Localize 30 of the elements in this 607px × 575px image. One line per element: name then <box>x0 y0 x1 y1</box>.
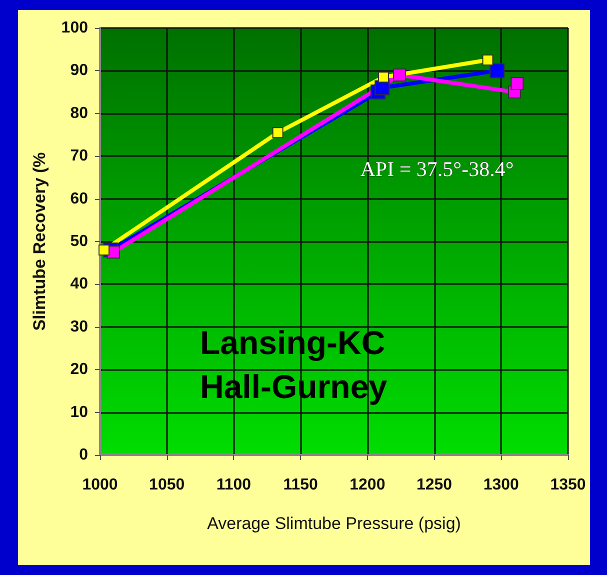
x-tick-label: 1100 <box>216 476 252 494</box>
annotation: API = 37.5°-38.4° <box>360 156 514 181</box>
y-tick-label: 20 <box>70 361 88 378</box>
y-tick-label: 90 <box>70 62 88 80</box>
point <box>98 244 110 256</box>
x-tick-label: 1300 <box>483 476 520 494</box>
y-axis-title: Slimtube Recovery (% <box>30 152 49 331</box>
y-tick-label: 40 <box>70 276 88 293</box>
y-tick-label: 60 <box>70 190 88 208</box>
y-tick-label: 100 <box>61 20 88 36</box>
x-tick-label: 1350 <box>550 476 586 494</box>
x-tick-label: 1250 <box>416 476 452 494</box>
y-tick-label: 70 <box>70 148 88 165</box>
point <box>374 80 390 96</box>
x-tick-label: 1050 <box>149 476 185 494</box>
x-tick-label: 1200 <box>350 476 386 494</box>
x-tick-label: 1000 <box>82 476 118 494</box>
point <box>490 63 505 78</box>
y-tick-label: 50 <box>70 233 88 250</box>
point <box>482 54 494 66</box>
point <box>393 68 406 82</box>
point <box>510 77 524 90</box>
y-tick-label: 10 <box>70 404 88 421</box>
y-tick-label: 80 <box>70 104 88 122</box>
point <box>378 72 389 83</box>
y-tick-label: 0 <box>79 446 88 464</box>
x-axis-title: Average Slimtube Pressure (psig) <box>207 514 461 533</box>
x-tick-label: 1150 <box>283 476 318 494</box>
y-tick-label: 30 <box>70 318 88 336</box>
point <box>272 127 284 138</box>
